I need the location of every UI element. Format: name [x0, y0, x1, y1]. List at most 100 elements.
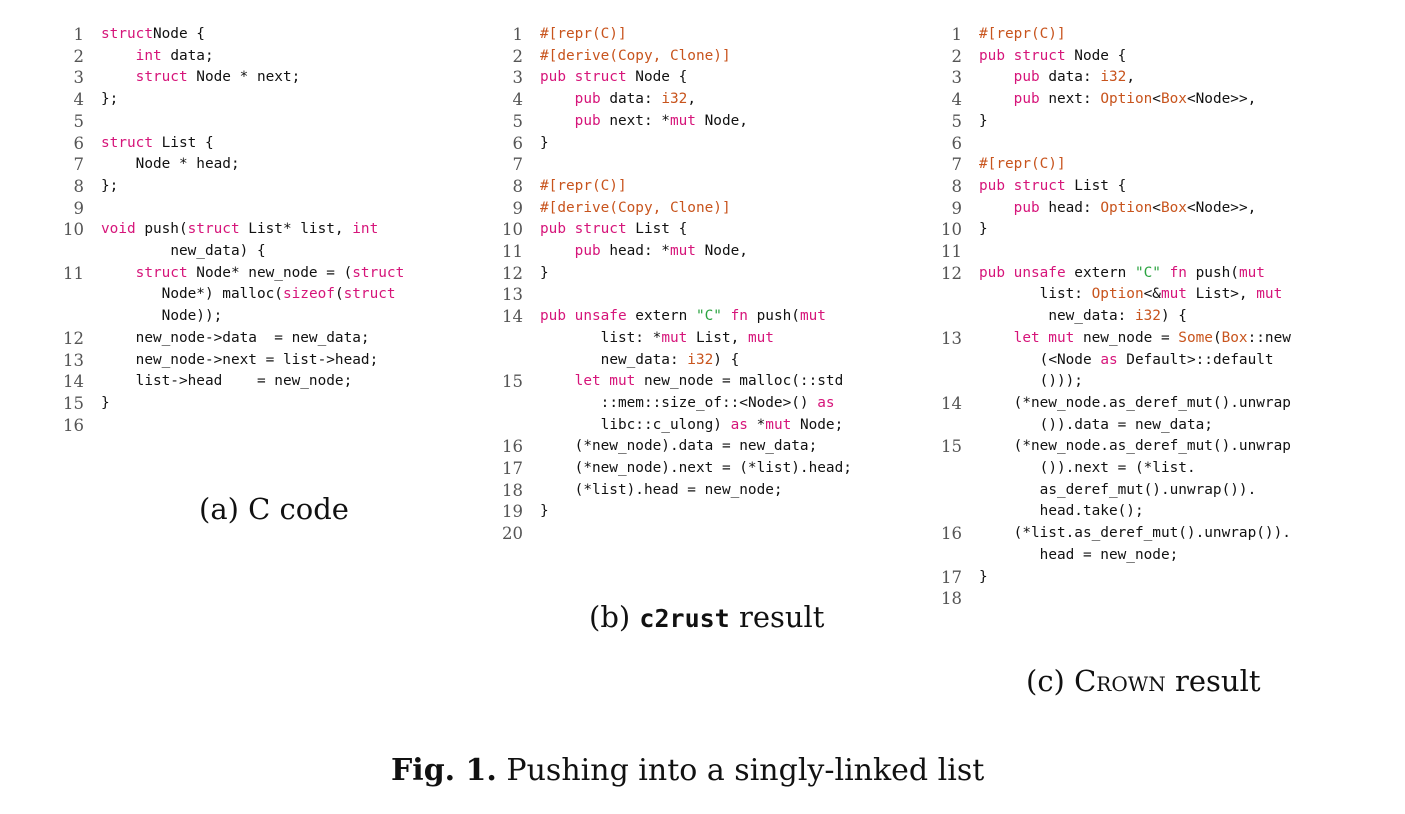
line-number: 20 — [502, 524, 523, 544]
subcaption-c-suffix: result — [1165, 664, 1261, 698]
code-line: 2 pub struct Node { — [936, 46, 1376, 68]
line-number: 11 — [63, 263, 84, 283]
code-token: ( — [1212, 329, 1222, 346]
code-token: mut — [765, 416, 792, 433]
code-line: 11 pub head: *mut Node, — [497, 241, 927, 263]
line-number: 15 — [941, 437, 962, 457]
line-number: 4 — [73, 90, 85, 110]
code-token: } — [979, 221, 988, 238]
code-token — [540, 91, 575, 107]
code-line: 2 #[derive(Copy, Clone)] — [497, 46, 927, 68]
code-token: pub — [574, 243, 601, 260]
line-number: 1 — [951, 25, 963, 44]
code-token: } — [540, 503, 549, 520]
code-token: pub struct — [540, 69, 627, 86]
line-number: 16 — [941, 524, 962, 544]
code-text — [540, 154, 549, 176]
code-text: structNode { — [101, 24, 205, 46]
code-text: } — [979, 567, 988, 589]
code-token: list->head = new_node; — [101, 373, 353, 390]
code-token: extern — [1065, 264, 1135, 281]
code-token: new_data) { — [170, 243, 266, 260]
code-token: mut — [799, 308, 826, 325]
code-text: let mut new_node = Some(Box::new (<Node … — [979, 328, 1291, 393]
code-line: 17} — [936, 567, 1376, 589]
code-token: head: * — [600, 243, 670, 260]
code-text: pub next: *mut Node, — [540, 111, 748, 133]
code-token: List* list, — [239, 221, 353, 238]
code-token: Node, — [695, 243, 748, 260]
code-line: 13 let mut new_node = Some(Box::new (<No… — [936, 328, 1376, 393]
code-text: (*new_node.as_deref_mut().unwrap ()).nex… — [979, 436, 1291, 523]
code-line: 1 #[repr(C)] — [936, 24, 1376, 46]
code-line: 5} — [936, 111, 1376, 133]
line-number: 6 — [951, 133, 963, 153]
code-line: 4 pub data: i32, — [497, 89, 927, 111]
subcaption-b: (b) c2rust result — [589, 600, 824, 634]
code-token: pub struct — [979, 47, 1066, 64]
subcaption-c-prefix: (c) — [1026, 664, 1075, 698]
code-line: 10 pub struct List { — [497, 219, 927, 241]
code-text: Node * head; — [101, 154, 240, 176]
code-text: } — [540, 133, 549, 155]
code-token: extern — [626, 308, 696, 325]
code-line: 4 pub next: Option<Box<Node>>, — [936, 89, 1376, 111]
code-token: Node { — [1065, 47, 1127, 64]
line-number: 11 — [941, 242, 962, 262]
code-token: Node { — [152, 26, 205, 42]
line-number: 2 — [512, 46, 524, 66]
code-token: <Node>>, — [1186, 91, 1257, 108]
code-token: #[repr(C)] — [540, 26, 627, 42]
subcaption-c-tool: Crown — [1074, 664, 1166, 698]
line-number: 10 — [941, 220, 962, 240]
subcaption-b-tool: c2rust — [639, 604, 730, 633]
code-token: #[derive(Copy, Clone)] — [540, 199, 731, 216]
code-line: 6} — [497, 133, 927, 155]
code-token: Box — [1160, 199, 1187, 216]
code-line: 9 — [58, 198, 458, 220]
code-token: Node * head; — [101, 156, 240, 173]
code-listing-c2rust: 1 #[repr(C)] 2 #[derive(Copy, Clone)] 3 pub s… — [497, 24, 927, 545]
code-token: }; — [101, 177, 119, 194]
line-number: 10 — [502, 220, 523, 240]
code-text — [101, 415, 110, 437]
code-token: pub — [1013, 199, 1040, 216]
code-token: mut — [661, 329, 688, 346]
code-token: List { — [1065, 177, 1127, 194]
code-token: ) { — [713, 351, 740, 368]
code-token: #[repr(C)] — [979, 156, 1066, 173]
line-number: 7 — [73, 155, 85, 175]
code-token: pub unsafe — [540, 308, 627, 325]
line-number: 16 — [502, 437, 523, 457]
code-token: let mut — [574, 373, 636, 390]
code-text: pub head: *mut Node, — [540, 241, 748, 263]
line-number: 15 — [63, 393, 84, 413]
subcaption-b-suffix: result — [729, 600, 825, 634]
code-text — [540, 284, 549, 306]
code-token: next: * — [600, 112, 670, 129]
code-token: (*list).head = new_node; — [540, 481, 783, 498]
line-number: 5 — [512, 111, 524, 131]
code-line: 3 struct Node * next; — [58, 67, 458, 89]
code-token: (*new_node.as_deref_mut().unwrap ()).nex… — [1013, 438, 1291, 520]
code-token: void — [101, 221, 136, 238]
code-line: 8 pub struct List { — [936, 176, 1376, 198]
code-token: mut — [1238, 264, 1265, 281]
code-token: mut — [669, 243, 696, 260]
code-token: push( — [747, 308, 800, 325]
code-line: 9 #[derive(Copy, Clone)] — [497, 198, 927, 220]
code-token: pub — [1013, 91, 1040, 108]
line-number: 1 — [512, 25, 524, 44]
code-line: 7 — [497, 154, 927, 176]
code-token: i32 — [1100, 69, 1127, 86]
code-token: new_node->next = list->head; — [101, 351, 379, 368]
line-number: 7 — [951, 155, 963, 175]
code-token: mut — [1160, 286, 1187, 303]
figure-caption: Fig. 1. Pushing into a singly-linked lis… — [391, 753, 984, 788]
code-token: pub struct — [979, 177, 1066, 194]
code-token: Node*) malloc( — [161, 286, 283, 303]
code-line: 19} — [497, 501, 927, 523]
code-token: < — [1152, 91, 1161, 108]
code-token: List, — [687, 329, 748, 346]
code-line: 7 #[repr(C)] — [936, 154, 1376, 176]
